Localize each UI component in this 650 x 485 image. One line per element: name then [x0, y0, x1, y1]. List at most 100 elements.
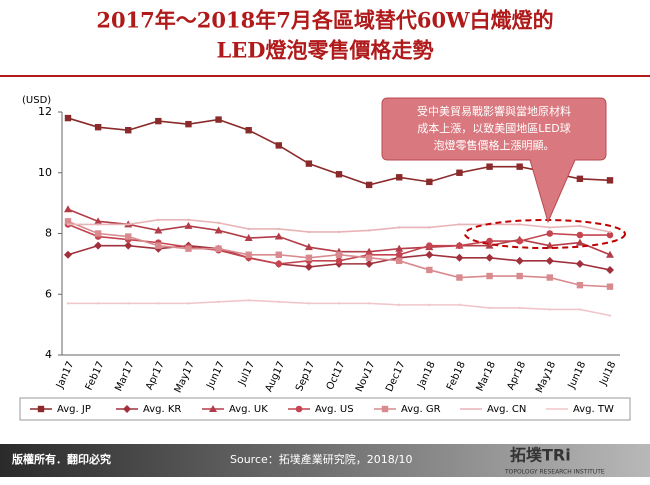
data-point [187, 218, 190, 222]
data-point [426, 178, 433, 186]
data-point [96, 223, 100, 226]
data-point [396, 257, 403, 265]
y-tick-label: 6 [45, 287, 52, 300]
data-point [96, 302, 100, 305]
legend-label: Avg. TW [573, 404, 614, 415]
data-point [426, 266, 433, 274]
data-point [576, 281, 584, 289]
data-point [608, 314, 612, 317]
data-point [155, 117, 162, 125]
legend-label: Avg. KR [143, 404, 181, 415]
data-point [275, 260, 283, 268]
legend-box [19, 397, 631, 421]
data-point [516, 272, 523, 280]
data-point [64, 114, 72, 122]
legend-label: Avg. US [315, 404, 354, 415]
data-point [398, 226, 401, 229]
logo-subtitle: TOPOLOGY RESEARCH INSTITUTE [504, 469, 605, 476]
legend-label: Avg. UK [229, 404, 268, 415]
data-point [548, 226, 551, 229]
data-point [515, 256, 524, 265]
data-point [244, 234, 253, 242]
legend-label: Avg. JP [57, 404, 91, 415]
data-point [185, 245, 192, 252]
data-point [157, 218, 160, 222]
logo: 拓墣TRi [510, 446, 571, 465]
data-point [458, 303, 461, 307]
data-point [518, 223, 521, 226]
data-point [396, 174, 403, 181]
data-point [458, 223, 461, 226]
data-point [428, 303, 431, 307]
data-point [124, 241, 133, 250]
data-point [606, 177, 614, 184]
legend-label: Avg. CN [487, 404, 526, 415]
data-point [456, 169, 463, 176]
data-point [576, 231, 584, 239]
data-point [64, 250, 72, 259]
data-point [94, 217, 103, 225]
data-point [545, 241, 554, 249]
data-point [365, 254, 373, 261]
callout-text: 受中美貿易戰影響與當地原材料 [417, 104, 571, 118]
data-point [94, 123, 102, 131]
data-point [245, 127, 252, 134]
data-point [154, 226, 163, 234]
highlight-ellipse [464, 219, 626, 249]
data-point [335, 257, 343, 265]
y-tick-label: 12 [38, 105, 52, 118]
callout-text: 泡燈零售價格上漲明顯。 [434, 138, 555, 152]
data-point [606, 250, 614, 258]
copyright: 版權所有．翻印必究 [12, 452, 111, 466]
data-point [304, 262, 313, 271]
data-point [64, 205, 72, 213]
data-point [367, 302, 371, 305]
data-point [606, 283, 614, 290]
data-point [335, 171, 343, 178]
data-point [365, 259, 374, 268]
data-point [307, 302, 311, 305]
data-point [398, 303, 401, 307]
data-point [575, 238, 584, 246]
data-point [125, 233, 132, 240]
data-point [485, 253, 494, 262]
data-point [275, 142, 282, 149]
legend-marker [295, 405, 303, 413]
data-point [516, 237, 523, 245]
data-point [66, 223, 70, 226]
data-point [214, 226, 223, 234]
y-axis-label: (USD) [22, 95, 51, 106]
source: Source：拓墣產業研究院，2018/10 [230, 452, 412, 466]
legend-marker [37, 405, 45, 413]
data-point [578, 308, 582, 311]
data-point [66, 302, 70, 305]
callout [381, 97, 607, 224]
data-point [64, 218, 72, 225]
data-point [456, 274, 463, 281]
data-point [127, 223, 130, 226]
data-point [307, 230, 311, 234]
data-point [274, 232, 283, 240]
data-point [576, 175, 584, 183]
data-point [127, 302, 130, 305]
title-line: LED燈泡零售價格走勢 [217, 38, 434, 63]
footer-bar [0, 444, 650, 477]
callout-text: 成本上漲，以致美國地區LED球 [417, 121, 571, 135]
data-point [548, 308, 551, 311]
data-point [578, 224, 582, 228]
data-point [485, 241, 494, 249]
data-point [425, 250, 434, 259]
data-point [486, 237, 493, 245]
data-point [545, 256, 554, 265]
data-point [428, 226, 431, 229]
data-point [247, 299, 250, 302]
data-point [335, 251, 343, 258]
data-point [518, 306, 521, 310]
data-point [516, 163, 523, 170]
data-point [606, 265, 614, 274]
data-point [426, 242, 433, 249]
data-point [277, 227, 280, 231]
data-point [305, 160, 313, 167]
